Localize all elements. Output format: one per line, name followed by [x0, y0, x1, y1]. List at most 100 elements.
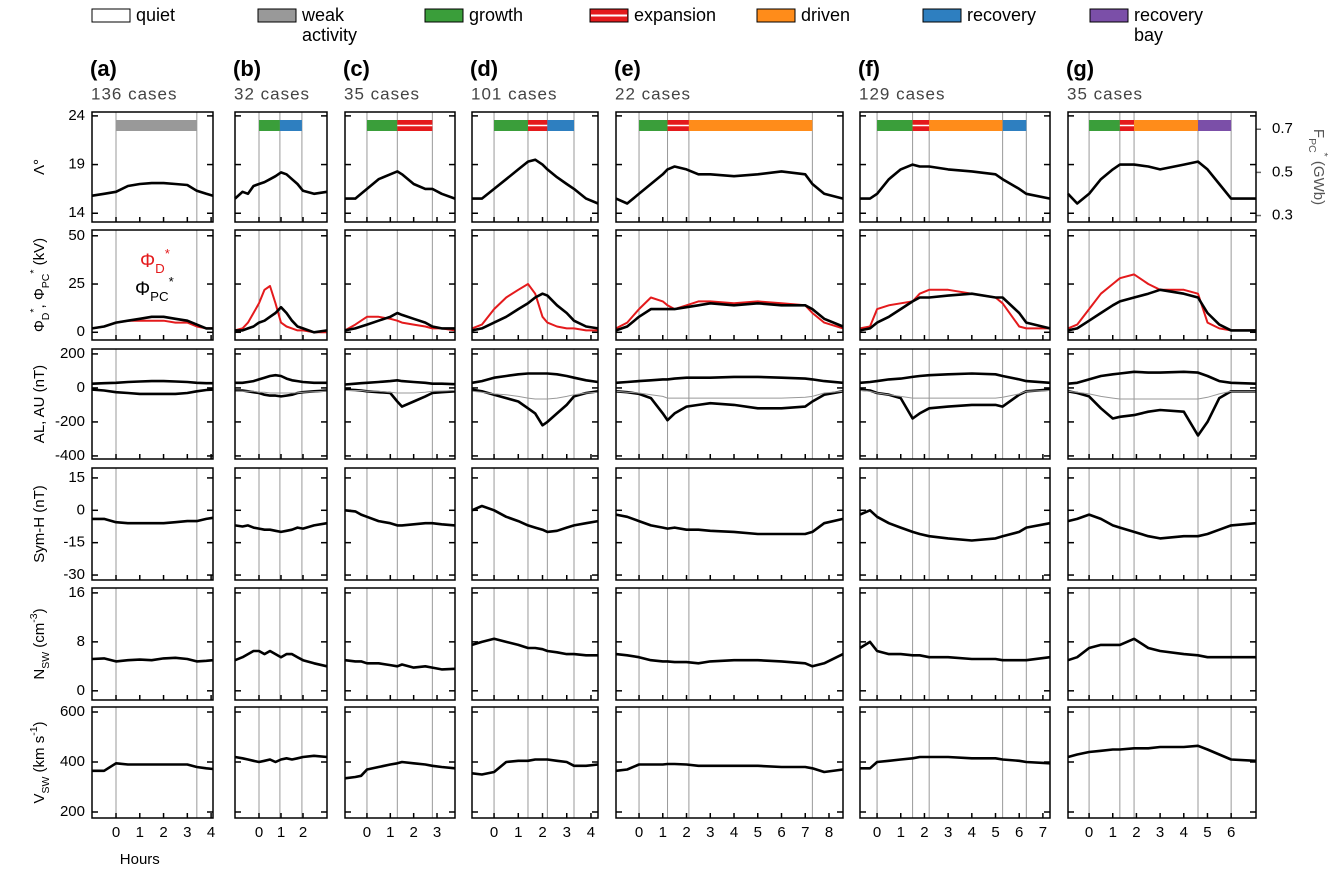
- text-part: (cm: [31, 623, 48, 652]
- data-line: [471, 388, 599, 427]
- x-tick-label: 3: [706, 824, 714, 841]
- text-part: AL, AU (nT): [31, 365, 48, 443]
- data-line: [471, 292, 599, 332]
- text-part: PC: [40, 273, 52, 288]
- text-part: -1: [28, 726, 40, 735]
- data-line: [91, 315, 213, 330]
- x-tick-label: 0: [873, 824, 881, 841]
- y-axis-label: Λ°: [31, 159, 48, 175]
- text-part: (GWb): [1310, 157, 1327, 205]
- data-line: [859, 292, 1051, 332]
- legend-label: activity: [302, 25, 357, 45]
- panel-frame: [91, 348, 214, 460]
- panel-frame: [234, 706, 328, 819]
- data-line: [615, 302, 844, 332]
- data-line: [1067, 513, 1257, 540]
- x-tick-label: 2: [920, 824, 928, 841]
- case-count: 101 cases: [471, 84, 558, 103]
- data-line: [1067, 637, 1256, 662]
- data-line: [234, 521, 328, 534]
- y-tick-label: 600: [60, 703, 85, 720]
- panel-frame: [615, 348, 844, 460]
- phase-bar: [877, 120, 913, 131]
- y-axis-label: ΦD*, ΦPC* (kV): [28, 238, 52, 332]
- x-tick-label: 5: [991, 824, 999, 841]
- series-label: ΦD*: [140, 246, 170, 276]
- y-axis-label: NSW (cm-3): [28, 608, 52, 679]
- x-tick-label: 0: [363, 824, 371, 841]
- data-line: [344, 388, 456, 408]
- panel-frame: [234, 467, 328, 581]
- phase-bar: [639, 120, 668, 131]
- x-tick-label: 4: [587, 824, 595, 841]
- panel-frame: [859, 111, 1051, 223]
- y2-tick-label: 0.5: [1272, 163, 1293, 180]
- text-part: *: [28, 270, 40, 274]
- y-tick-label: 0: [77, 323, 85, 340]
- data-line: [344, 311, 455, 332]
- data-line: [234, 285, 327, 334]
- panel-frame: [471, 229, 599, 341]
- panel-frame: [615, 467, 844, 581]
- panel-frame: [471, 111, 599, 223]
- x-tick-label: 7: [801, 824, 809, 841]
- legend-swatch: [257, 8, 297, 23]
- data-line: [859, 640, 1051, 662]
- panel-frame: [1067, 706, 1257, 819]
- panel-frame: [1067, 111, 1257, 223]
- x-tick-label: 1: [514, 824, 522, 841]
- x-tick-label: 4: [968, 824, 976, 841]
- data-line: [615, 165, 844, 205]
- text-part: *: [28, 309, 40, 313]
- text-part: Φ: [135, 279, 150, 300]
- phase-bar: [258, 120, 280, 131]
- data-line: [615, 513, 844, 536]
- data-line: [92, 379, 213, 385]
- phase-bar: [1197, 120, 1232, 131]
- y-axis-label: AL, AU (nT): [31, 365, 48, 443]
- text-part: *: [1318, 153, 1330, 157]
- x-tick-label: 4: [207, 824, 215, 841]
- data-line: [615, 375, 844, 385]
- data-line: [859, 372, 1051, 385]
- legend-label: recovery: [967, 5, 1036, 25]
- x-tick-label: 7: [1039, 824, 1047, 841]
- panel-frame: [859, 467, 1051, 581]
- y-tick-label: 8: [77, 633, 85, 650]
- panel-frame: [615, 229, 844, 341]
- x-tick-label: 5: [1203, 824, 1211, 841]
- panel-frame: [234, 111, 328, 223]
- data-line: [344, 658, 456, 671]
- y-tick-label: 400: [60, 753, 85, 770]
- panel-frame: [344, 467, 456, 581]
- x-tick-label: 2: [1132, 824, 1140, 841]
- x-tick-label: 2: [159, 824, 167, 841]
- panel-frame: [91, 467, 214, 581]
- y-tick-label: 50: [68, 227, 85, 244]
- panel-frame: [344, 706, 456, 819]
- data-line: [615, 390, 844, 422]
- x-tick-label: 6: [1227, 824, 1235, 841]
- panel-frame: [344, 587, 456, 701]
- panel-label: (c): [343, 56, 370, 81]
- data-line: [344, 379, 456, 386]
- data-line: [92, 516, 214, 525]
- legend-swatch: [1089, 8, 1129, 23]
- panel-frame: [859, 229, 1051, 341]
- phase-bar: [1089, 120, 1120, 131]
- phase-bar: [116, 120, 197, 131]
- data-line: [344, 509, 456, 527]
- x-tick-label: 3: [1156, 824, 1164, 841]
- text-part: *: [169, 274, 174, 289]
- data-line: [859, 388, 1051, 420]
- x-tick-label: 1: [897, 824, 905, 841]
- data-line: [859, 509, 1051, 542]
- panel-label: (b): [233, 56, 261, 81]
- data-line: [344, 315, 456, 332]
- data-line: [1067, 744, 1257, 763]
- y-tick-label: 19: [68, 156, 85, 173]
- panel-frame: [1067, 587, 1257, 701]
- phase-bar: [279, 120, 302, 131]
- panel-frame: [471, 348, 599, 460]
